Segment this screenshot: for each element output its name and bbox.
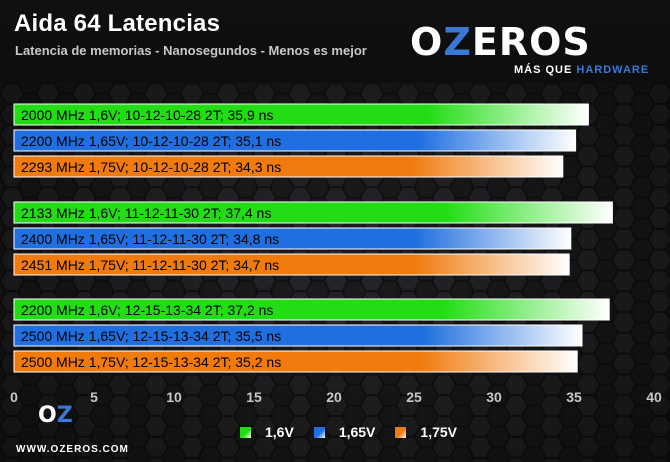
legend-swatch — [395, 426, 407, 438]
bar-label: 2500 MHz 1,75V; 12-15-13-34 2T; 35,2 ns — [21, 354, 281, 370]
bar — [13, 201, 613, 224]
legend-label: 1,6V — [265, 424, 294, 440]
bar — [13, 298, 610, 321]
bar-label: 2133 MHz 1,6V; 11-12-11-30 2T; 37,4 ns — [21, 205, 271, 221]
legend-swatch — [240, 426, 251, 438]
bar-label: 2400 MHz 1,65V; 11-12-11-30 2T; 34,8 ns — [21, 231, 279, 247]
bar — [13, 350, 578, 373]
x-tick-label: 20 — [326, 389, 342, 405]
bar-label: 2451 MHz 1,75V; 11-12-11-30 2T; 34,7 ns — [21, 257, 279, 273]
bar-label: 2200 MHz 1,65V; 10-12-10-28 2T; 35,1 ns — [21, 133, 281, 149]
ozeros-watermark: OZ WWW.OZEROS.COM — [10, 400, 150, 460]
bar — [13, 155, 564, 178]
bar — [13, 129, 577, 152]
site-url: WWW.OZEROS.COM — [16, 444, 129, 455]
chart-subtitle: Latencia de memorias - Nanosegundos - Me… — [15, 43, 367, 58]
x-tick-label: 30 — [486, 389, 502, 405]
logo-tagline: MÁS QUE HARDWARE — [514, 64, 650, 76]
legend-label: 1,75V — [420, 424, 457, 440]
legend-swatch — [313, 426, 325, 438]
ozeros-logo: OZEROS MÁS QUE HARDWARE — [410, 22, 660, 80]
watermark-mark: OZ — [38, 403, 73, 428]
bar — [13, 227, 572, 250]
x-tick-label: 10 — [166, 389, 182, 405]
x-tick-label: 40 — [646, 389, 662, 405]
x-tick-label: 15 — [246, 389, 262, 405]
x-tick-label: 25 — [406, 389, 422, 405]
bar — [13, 324, 583, 347]
bar — [13, 103, 589, 126]
bar-label: 2200 MHz 1,6V; 12-15-13-34 2T; 37,2 ns — [21, 302, 273, 318]
bar — [13, 253, 570, 276]
legend-item: 1,65V — [313, 424, 376, 440]
x-tick-label: 5 — [90, 389, 98, 405]
x-tick-label: 35 — [566, 389, 582, 405]
legend-item: 1,75V — [395, 424, 457, 440]
bar-label: 2000 MHz 1,6V; 10-12-10-28 2T; 35,9 ns — [21, 107, 273, 123]
bar-label: 2500 MHz 1,65V; 12-15-13-34 2T; 35,5 ns — [21, 328, 281, 344]
chart-title: Aida 64 Latencias — [14, 10, 221, 37]
legend: 1,6V 1,65V 1,75V — [240, 424, 477, 440]
header-band — [0, 0, 670, 82]
x-tick-label: 0 — [10, 389, 18, 405]
legend-label: 1,65V — [338, 424, 376, 440]
logo-wordmark: OZEROS — [410, 20, 591, 64]
bar-label: 2293 MHz 1,75V; 10-12-10-28 2T; 34,3 ns — [21, 159, 281, 175]
legend-item: 1,6V — [240, 424, 294, 440]
